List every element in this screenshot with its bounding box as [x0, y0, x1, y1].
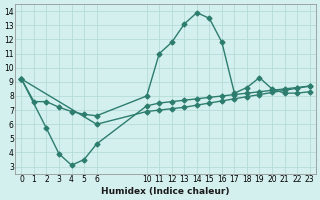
- X-axis label: Humidex (Indice chaleur): Humidex (Indice chaleur): [101, 187, 230, 196]
